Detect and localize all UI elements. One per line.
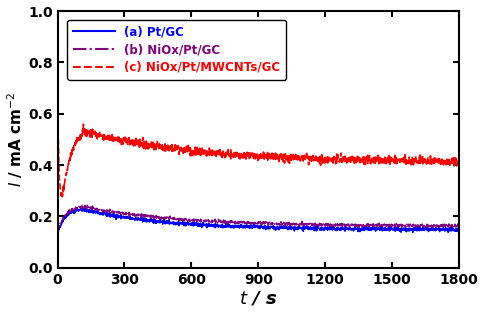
Y-axis label: $I$ / mA cm$^{-2}$: $I$ / mA cm$^{-2}$ (5, 92, 25, 187)
X-axis label: $t$ / s: $t$ / s (239, 290, 277, 307)
Legend: (a) Pt/GC, (b) NiOx/Pt/GC, (c) NiOx/Pt/MWCNTs/GC: (a) Pt/GC, (b) NiOx/Pt/GC, (c) NiOx/Pt/M… (67, 19, 286, 80)
